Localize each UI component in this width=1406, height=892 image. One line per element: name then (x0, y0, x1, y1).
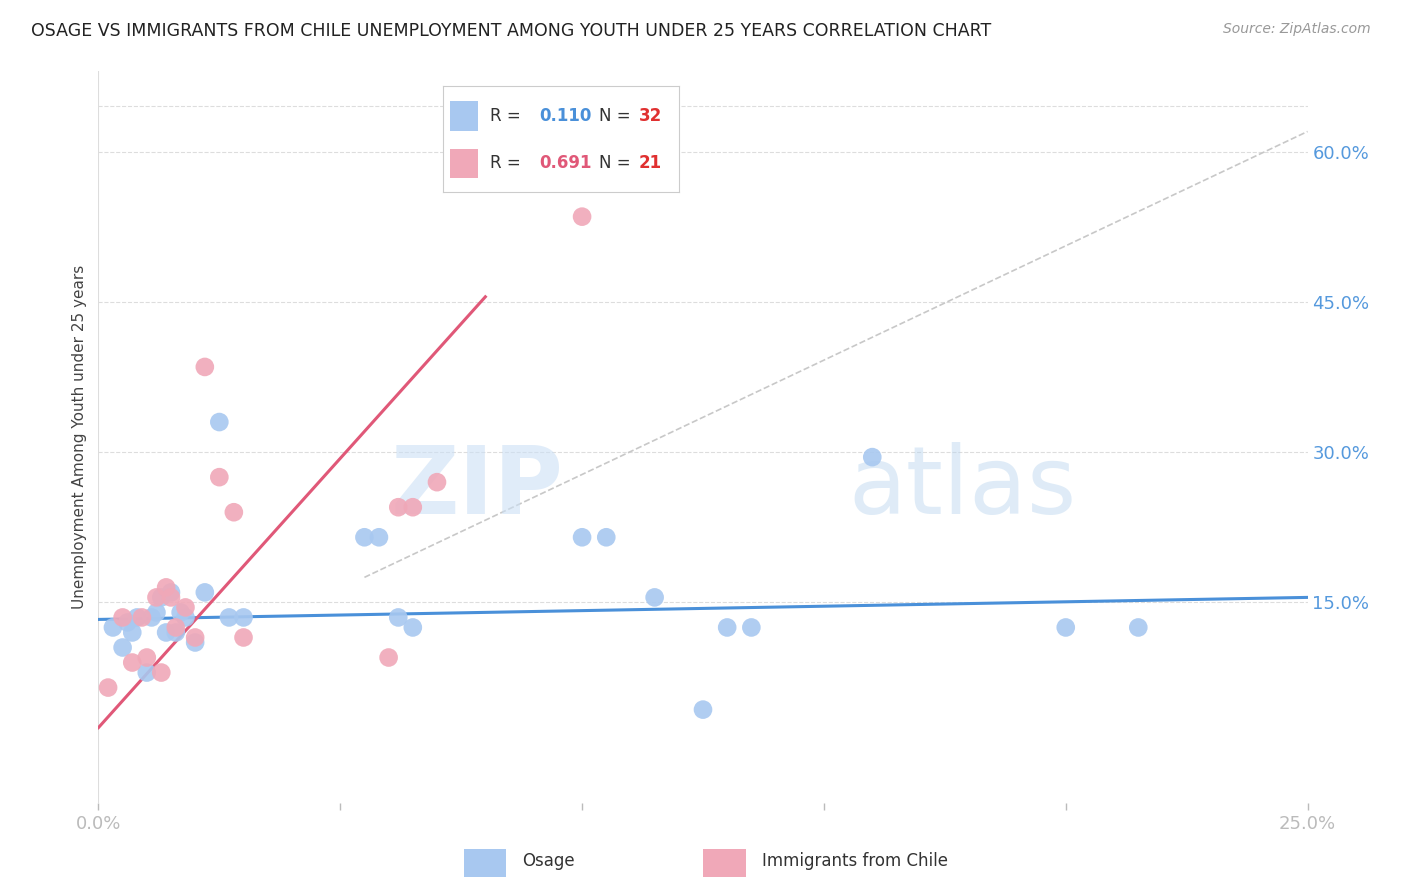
Point (160, 585, 183, 599)
Point (145, 606, 167, 620)
Point (571, 530, 593, 544)
Point (111, 640, 134, 655)
Point (165, 620, 187, 634)
Point (402, 500, 425, 515)
Point (740, 620, 762, 634)
Point (135, 665, 157, 680)
Text: atlas: atlas (848, 442, 1077, 534)
Point (174, 600, 197, 615)
Point (101, 620, 124, 634)
Point (387, 500, 409, 515)
Point (131, 610, 153, 624)
Point (387, 610, 409, 624)
Text: OSAGE VS IMMIGRANTS FROM CHILE UNEMPLOYMENT AMONG YOUTH UNDER 25 YEARS CORRELATI: OSAGE VS IMMIGRANTS FROM CHILE UNEMPLOYM… (31, 22, 991, 40)
Point (208, 470, 231, 484)
Point (184, 635, 207, 649)
Point (150, 665, 173, 680)
Point (692, 703, 714, 717)
Y-axis label: Unemployment Among Youth under 25 years: Unemployment Among Youth under 25 years (72, 265, 87, 609)
Point (426, 475, 449, 490)
Point (150, 591, 173, 605)
Point (1128, 620, 1150, 634)
Point (160, 591, 183, 605)
Point (184, 631, 207, 645)
Point (121, 625, 143, 640)
Point (644, 591, 666, 605)
Point (232, 631, 254, 645)
Point (716, 620, 738, 634)
Point (127, 610, 149, 624)
Point (111, 610, 134, 624)
Text: Source: ZipAtlas.com: Source: ZipAtlas.com (1223, 22, 1371, 37)
Point (232, 610, 254, 624)
Point (377, 650, 399, 665)
Point (165, 625, 187, 640)
Text: ZIP: ZIP (391, 442, 564, 534)
Point (117, 615, 139, 630)
Point (208, 415, 231, 429)
Point (121, 656, 143, 670)
Point (194, 359, 217, 374)
Point (141, 610, 163, 624)
Point (194, 585, 217, 599)
Point (155, 625, 177, 640)
Point (222, 505, 245, 519)
Point (860, 450, 883, 464)
Point (174, 610, 197, 624)
Point (368, 530, 391, 544)
Point (571, 210, 593, 224)
Point (402, 620, 425, 634)
Point (1054, 620, 1077, 634)
Point (145, 591, 167, 605)
Point (97, 681, 120, 695)
Point (353, 530, 375, 544)
Point (595, 530, 617, 544)
Point (155, 580, 177, 594)
Point (218, 610, 240, 624)
Point (135, 650, 157, 665)
Point (169, 606, 191, 620)
